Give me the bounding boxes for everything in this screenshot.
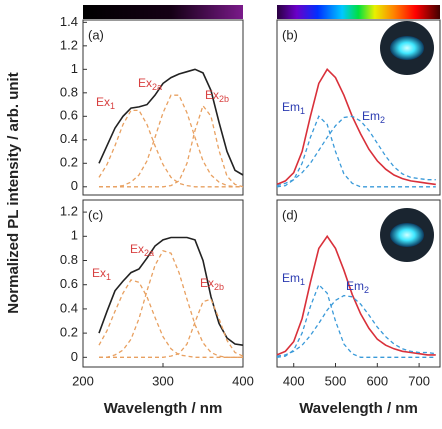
annotation-sub: 1: [300, 277, 305, 287]
annotation-sub: 2a: [152, 82, 162, 92]
x-axis-label: Wavelength / nm: [299, 400, 418, 417]
y-tick-label: 1.2: [60, 204, 78, 219]
x-tick-label: 400: [283, 373, 305, 388]
inset-photo: [380, 21, 434, 262]
component-curve: [98, 109, 243, 188]
spectrum-bar: [277, 5, 440, 19]
plot-frame: [276, 199, 441, 368]
annotation-text: Em: [282, 271, 300, 285]
component-curve: [276, 115, 436, 187]
y-tick-label: 1: [71, 228, 78, 243]
curve-annotation: Em2: [346, 279, 369, 295]
panel-label: (c): [88, 207, 103, 222]
x-tick-label: 200: [72, 373, 94, 388]
y-tick-label: 1: [71, 61, 78, 76]
annotation-text: Ex: [130, 242, 144, 256]
component-curve: [276, 283, 436, 358]
x-tick-label: 500: [325, 373, 347, 388]
annotation-text: Ex: [200, 276, 214, 290]
panel-label: (a): [88, 27, 104, 42]
curve-annotation: Em2: [362, 109, 385, 125]
curve-annotation: Em1: [282, 100, 305, 116]
x-tick-label: 400: [232, 373, 254, 388]
component-curve: [276, 294, 436, 357]
spectrum-curve: [98, 68, 244, 176]
annotation-text: Em: [282, 100, 300, 114]
y-tick-label: 0.8: [60, 252, 78, 267]
curve-annotation: Ex2a: [130, 242, 154, 258]
panel-label: (b): [282, 27, 298, 42]
curve-annotation: Ex2b: [205, 88, 229, 104]
curve-annotation: Em1: [282, 271, 305, 287]
annotation-text: Ex: [138, 76, 152, 90]
y-tick-label: 0: [71, 349, 78, 364]
curve-annotation: Ex1: [92, 266, 111, 282]
component-curve: [98, 279, 243, 358]
component-curve: [99, 94, 243, 188]
annotation-sub: 1: [300, 106, 305, 116]
uv-bar: [83, 5, 243, 19]
curve-annotation: Ex2b: [200, 276, 224, 292]
annotation-text: Ex: [96, 95, 110, 109]
component-curve: [276, 115, 436, 188]
spectrum-curve: [98, 236, 244, 346]
y-tick-label: 1.4: [60, 14, 78, 29]
curve-annotation: Ex2a: [138, 76, 162, 92]
annotation-sub: 2a: [144, 248, 154, 258]
annotation-text: Em: [346, 279, 364, 293]
annotation-sub: 2: [364, 285, 369, 295]
x-tick-label: 600: [366, 373, 388, 388]
component-curve: [99, 104, 244, 188]
y-tick-label: 0.6: [60, 108, 78, 123]
annotation-text: Em: [362, 109, 380, 123]
component-curve: [99, 298, 244, 358]
annotation-sub: 2b: [214, 282, 224, 292]
spectrum-curve: [276, 234, 436, 356]
annotation-text: Ex: [92, 266, 106, 280]
y-tick-label: 0.2: [60, 155, 78, 170]
spectrum-curve: [276, 68, 436, 186]
annotation-sub: 2b: [219, 94, 229, 104]
annotation-sub: 2: [380, 115, 385, 125]
x-axis-label: Wavelength / nm: [104, 400, 223, 417]
plot-frame: [82, 19, 244, 196]
component-curve: [99, 250, 243, 358]
y-axis-label: Normalized PL intensity / arb. unit: [5, 72, 22, 313]
curve-annotation: Ex1: [96, 95, 115, 111]
y-tick-label: 0.2: [60, 325, 78, 340]
annotation-sub: 1: [106, 272, 111, 282]
y-tick-label: 0: [71, 178, 78, 193]
annotation-sub: 1: [110, 101, 115, 111]
y-tick-label: 0.6: [60, 276, 78, 291]
panel-label: (d): [282, 207, 298, 222]
y-tick-label: 1.2: [60, 37, 78, 52]
x-tick-label: 300: [152, 373, 174, 388]
plot-frame: [276, 19, 441, 196]
y-tick-label: 0.4: [60, 300, 78, 315]
y-tick-label: 0.4: [60, 131, 78, 146]
x-tick-label: 700: [408, 373, 430, 388]
annotation-text: Ex: [205, 88, 219, 102]
y-tick-label: 0.8: [60, 84, 78, 99]
